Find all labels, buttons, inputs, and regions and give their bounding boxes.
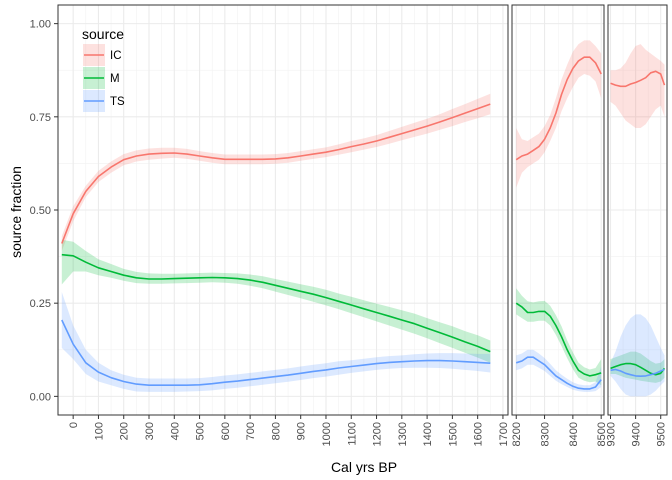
y-axis-ticks: 0.00 0.25 0.50 0.75 1.00 — [30, 19, 58, 403]
x-tick-label: 8500 — [596, 422, 608, 446]
x-tick-label: 0 — [68, 422, 80, 428]
x-tick-label: 600 — [220, 422, 232, 440]
y-tick-label: 0.75 — [30, 112, 51, 124]
y-tick-label: 1.00 — [30, 19, 51, 31]
series-line-ic — [61, 103, 491, 244]
x-tick-label: 1400 — [422, 422, 434, 446]
confidence-band-layer — [61, 40, 665, 397]
x-tick-label: 900 — [296, 422, 308, 440]
x-tick-label: 1200 — [372, 422, 384, 446]
series-line-ic — [515, 56, 602, 161]
series-line-layer — [61, 56, 666, 390]
series-line-m — [515, 302, 602, 377]
grid-layer — [58, 5, 667, 415]
confidence-band-ic — [610, 44, 665, 128]
confidence-band-ic — [516, 40, 602, 188]
x-tick-label: 500 — [195, 422, 207, 440]
legend-entries: IC M TS — [83, 44, 125, 112]
x-tick-label: 1600 — [473, 422, 485, 446]
y-tick-label: 0.00 — [30, 391, 51, 403]
legend-title: source — [82, 26, 124, 42]
x-tick-label: 1000 — [321, 422, 333, 446]
panel-border — [607, 4, 668, 416]
confidence-band-ic — [61, 93, 491, 251]
series-line-ts — [610, 368, 665, 377]
series-line-ic — [610, 70, 666, 88]
x-axis-ticks: 0 100 200 300 400 500 600 700 800 900 1000 1100 1200… — [68, 415, 668, 446]
legend: source IC M TS — [82, 26, 125, 112]
x-tick-label: 1300 — [397, 422, 409, 446]
x-tick-label: 700 — [245, 422, 257, 440]
x-tick-label: 800 — [270, 422, 282, 440]
legend-label: M — [110, 73, 120, 85]
legend-entry-m: M — [83, 67, 120, 89]
x-tick-label: 400 — [169, 422, 181, 440]
x-tick-label: 9300 — [606, 422, 618, 446]
legend-entry-ic: IC — [83, 44, 122, 66]
x-axis-title: Cal yrs BP — [331, 459, 397, 475]
x-tick-label: 8300 — [540, 422, 552, 446]
series-line-m — [61, 253, 491, 353]
x-tick-label: 1500 — [447, 422, 459, 446]
y-tick-label: 0.25 — [30, 298, 51, 310]
x-tick-label: 8200 — [511, 422, 523, 446]
x-tick-label: 300 — [144, 422, 156, 440]
x-tick-label: 9500 — [656, 422, 668, 446]
x-tick-label: 200 — [119, 422, 131, 440]
y-axis-title: source fraction — [8, 166, 24, 258]
confidence-band-ts — [61, 292, 491, 392]
legend-entry-ts: TS — [83, 90, 125, 112]
legend-label: IC — [110, 50, 122, 62]
confidence-band-ts — [610, 314, 665, 397]
x-tick-label: 1700 — [498, 422, 510, 446]
x-tick-label: 100 — [93, 422, 105, 440]
x-tick-label: 1100 — [346, 422, 358, 446]
panel-border — [511, 4, 605, 416]
x-tick-label: 9400 — [631, 422, 643, 446]
x-tick-label: 8400 — [568, 422, 580, 446]
series-line-ts — [515, 356, 602, 390]
series-line-m — [610, 362, 666, 376]
series-line-ts — [61, 319, 491, 386]
y-tick-label: 0.50 — [30, 205, 51, 217]
confidence-band-m — [516, 288, 602, 386]
legend-label: TS — [110, 96, 125, 108]
